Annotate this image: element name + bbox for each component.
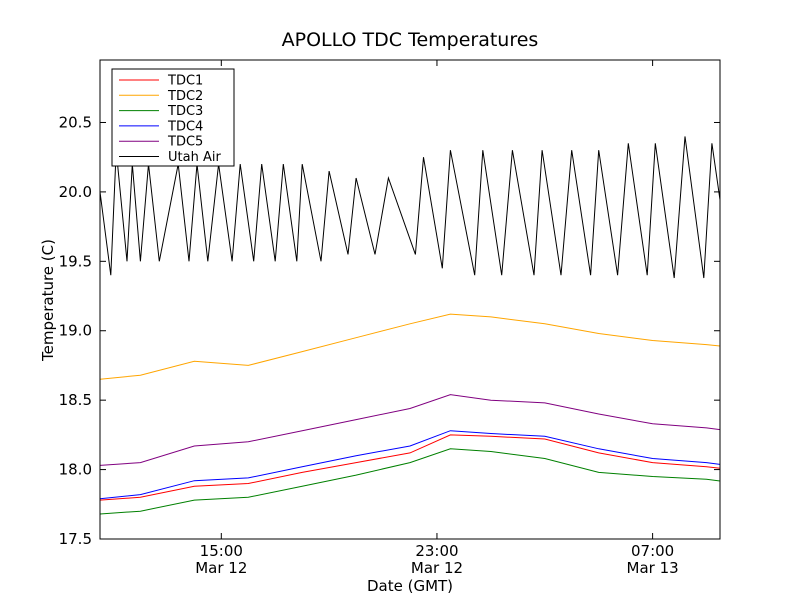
legend-box [111, 68, 235, 167]
y-axis-label: Temperature (C) [39, 239, 57, 362]
legend-label: Utah Air [168, 150, 221, 165]
x-tick-time-label: 07:00 [631, 542, 674, 560]
y-tick-label: 19.0 [59, 322, 92, 340]
y-tick-label: 20.5 [59, 113, 92, 131]
series-line-tdc5 [100, 394, 720, 466]
x-tick-date-label: Mar 13 [627, 559, 679, 577]
series-line-utah-air [100, 136, 720, 279]
legend-label: TDC3 [167, 104, 203, 119]
series-line-tdc1 [100, 434, 720, 501]
plot-frame [99, 59, 721, 540]
y-tick-label: 20.0 [59, 183, 92, 201]
series-line-tdc2 [100, 313, 720, 380]
series-line-tdc3 [100, 448, 720, 515]
y-tick-label: 17.5 [59, 530, 92, 548]
plot-series [100, 136, 720, 515]
y-tick-label: 18.0 [59, 461, 92, 479]
legend-label: TDC5 [167, 135, 203, 150]
y-tick-label: 19.5 [59, 252, 92, 270]
y-tick-label: 18.5 [59, 391, 92, 409]
legend-label: TDC4 [167, 119, 203, 134]
series-line-tdc4 [100, 430, 720, 500]
x-tick-date-label: Mar 12 [411, 559, 463, 577]
x-axis-label: Date (GMT) [367, 577, 453, 595]
chart-title: APOLLO TDC Temperatures [282, 29, 539, 51]
legend-label: TDC1 [167, 74, 203, 89]
legend-label: TDC2 [167, 89, 203, 104]
x-tick-time-label: 15:00 [200, 542, 243, 560]
x-tick-time-label: 23:00 [415, 542, 458, 560]
x-tick-date-label: Mar 12 [195, 559, 247, 577]
